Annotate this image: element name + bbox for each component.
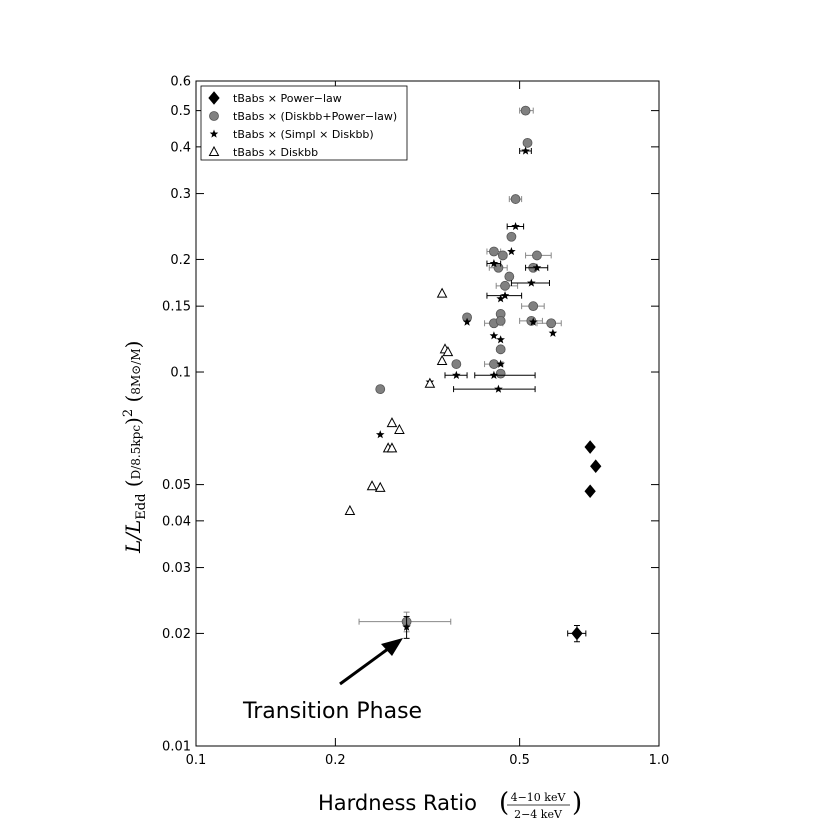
circle-data-point (375, 384, 386, 395)
x-axis-paren-right: ) (572, 788, 582, 818)
star-data-point (496, 335, 505, 344)
legend: tBabs × Power−law tBabs × (Diskbb+Power−l… (200, 85, 408, 161)
circle-data-point (522, 137, 533, 148)
triangle-open-data-point (386, 442, 398, 453)
plot-frame (195, 80, 660, 747)
x-axis-paren-left: ( (499, 788, 509, 818)
y-tick-label: 0.04 (162, 514, 191, 529)
triangle-open-data-point (442, 346, 454, 357)
y-tick-label: 0.6 (170, 75, 191, 90)
legend-items: tBabs × Power−law tBabs × (Diskbb+Power−l… (208, 91, 397, 159)
legend-marker-circle (209, 111, 219, 121)
y-tick-label: 0.5 (170, 104, 191, 119)
diamond-data-point (590, 459, 602, 473)
star-data-point (489, 259, 499, 268)
x-tick-label: 0.2 (325, 753, 346, 768)
y-tick-label: 0.02 (162, 627, 191, 642)
legend-marker-diamond (208, 91, 220, 105)
triangle-open-data-point (394, 423, 405, 434)
circle-data-point (489, 359, 499, 369)
legend-label: tBabs × Diskbb (233, 146, 318, 159)
circle-data-point (546, 318, 557, 329)
star-data-point (527, 278, 536, 287)
x-axis-title: Hardness Ratio (318, 791, 477, 815)
axis-ticks: 0.1 0.2 0.5 1.0 0.01 0.02 0.03 0.04 0.05 0.1 0.15 0… (162, 75, 669, 769)
triangle-open-data-point (436, 287, 448, 298)
x-tick-label: 0.5 (509, 753, 530, 768)
y-tick-label: 0.1 (170, 366, 191, 381)
star-data-point (402, 622, 411, 631)
x-axis-fraction-numerator: 4−10 keV (511, 791, 567, 804)
star-data-point (511, 221, 520, 231)
triangle-open-data-point (436, 354, 448, 366)
y-tick-label: 0.05 (162, 478, 191, 493)
annotation-text: Transition Phase (242, 699, 422, 724)
y-tick-label: 0.4 (170, 140, 191, 155)
star-data-point (462, 317, 472, 326)
circle-data-point (495, 344, 506, 355)
circle-data-point (497, 250, 508, 261)
triangle-open-data-point (386, 417, 398, 428)
y-tick-label: 0.3 (170, 187, 191, 202)
star-data-point (489, 331, 499, 340)
star-data-point (507, 247, 516, 256)
y-tick-label: 0.01 (162, 740, 191, 755)
circle-data-point (506, 231, 517, 242)
circle-data-point (532, 250, 542, 261)
x-tick-label: 0.1 (186, 753, 207, 768)
star-data-point (528, 317, 538, 326)
triangle-open-data-point (366, 480, 378, 491)
star-data-point (452, 370, 461, 379)
star-data-point (489, 370, 499, 379)
y-axis-title: L/LEdd (D/8.5kpc)2 (8M⊙/M) (121, 341, 149, 554)
star-data-point (494, 384, 503, 393)
circle-data-point (500, 280, 510, 291)
data-points (344, 105, 602, 643)
transition-phase-annotation: Transition Phase (242, 638, 422, 724)
circle-data-point (520, 105, 531, 116)
annotation-arrow-shaft (339, 644, 393, 686)
circle-data-point (528, 301, 539, 312)
star-data-point (496, 294, 505, 303)
diamond-data-point (584, 484, 596, 499)
legend-label: tBabs × Power−law (233, 92, 342, 105)
legend-label: tBabs × (Simpl × Diskbb) (233, 128, 374, 141)
triangle-open-data-point (344, 504, 356, 515)
legend-box (200, 85, 408, 161)
annotation-arrow-head (381, 638, 403, 656)
x-tick-label: 1.0 (649, 753, 670, 768)
star-data-point (532, 263, 542, 272)
legend-marker-triangle-open (208, 145, 220, 156)
y-tick-label: 0.15 (162, 300, 191, 315)
circle-data-point (489, 246, 499, 257)
star-data-point (496, 359, 505, 368)
legend-label: tBabs × (Diskbb+Power−law) (233, 110, 397, 123)
circle-data-point (510, 194, 521, 204)
star-data-point (375, 430, 385, 439)
circle-data-point (504, 271, 515, 282)
circle-data-point (495, 368, 506, 379)
y-tick-label: 0.2 (170, 253, 191, 268)
legend-marker-star (209, 129, 219, 138)
diamond-data-point (571, 626, 583, 641)
y-tick-label: 0.03 (162, 561, 191, 576)
y-axis-label: L/LEdd (D/8.5kpc)2 (8M⊙/M) (121, 341, 149, 554)
triangle-open-data-point (424, 377, 436, 388)
star-data-point (500, 291, 510, 300)
star-data-point (521, 146, 530, 155)
circle-data-point (495, 315, 506, 326)
diamond-data-point (584, 440, 596, 454)
x-axis-label: Hardness Ratio ( 4−10 keV 2−4 keV ) (318, 788, 582, 821)
circle-data-point (451, 359, 462, 369)
triangle-open-data-point (374, 481, 386, 492)
star-data-point (548, 328, 558, 337)
x-axis-fraction-denominator: 2−4 keV (514, 808, 563, 821)
